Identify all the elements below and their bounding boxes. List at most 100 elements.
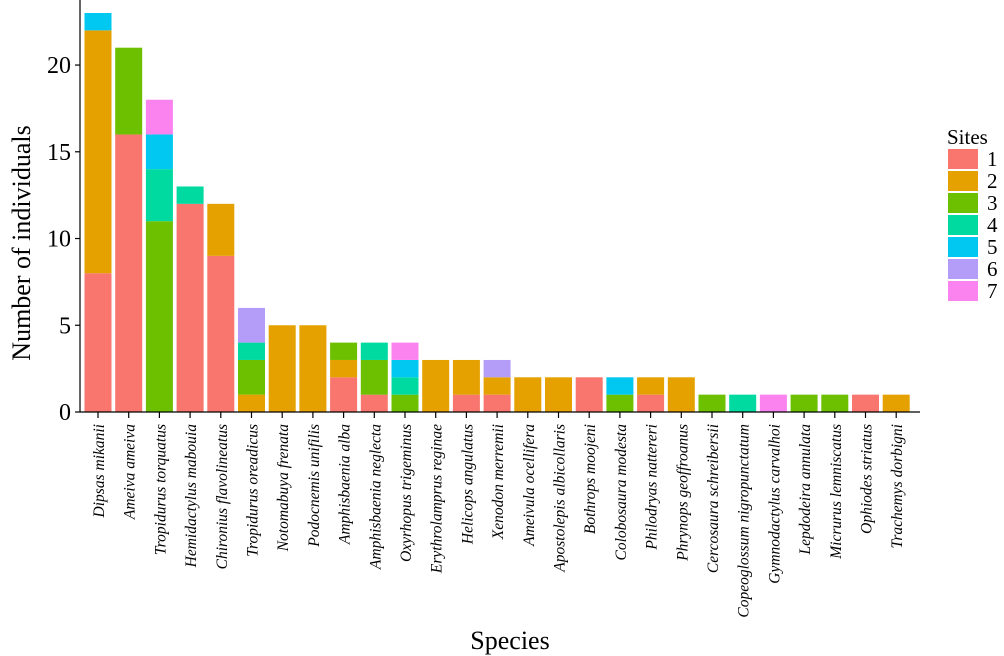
bar-segment-site-2 xyxy=(452,359,480,395)
bar-segment-site-2 xyxy=(637,377,665,395)
bar-segment-site-2 xyxy=(514,377,542,412)
legend-swatch-1 xyxy=(948,149,978,169)
bar-segment-site-2 xyxy=(330,359,358,378)
x-tick-label: Erythrolamprus reginae xyxy=(429,424,446,574)
bar-segment-site-2 xyxy=(667,377,695,412)
x-tick-label: Cercosaura schreibersii xyxy=(705,424,722,573)
bar-segment-site-1 xyxy=(207,255,235,412)
bar-segment-site-4 xyxy=(391,377,419,395)
legend-title: Sites xyxy=(947,125,988,149)
x-tick-label: Ameivula ocellifera xyxy=(521,424,538,547)
x-tick-label: Amphisbaenia alba xyxy=(337,424,354,545)
legend-swatch-6 xyxy=(948,259,978,279)
bar-segment-site-3 xyxy=(360,359,388,395)
y-axis: 0 5 10 15 20 xyxy=(47,0,81,426)
x-tick-label: Colobosaura modesta xyxy=(613,424,630,561)
bar-segment-site-2 xyxy=(422,359,450,412)
bar-segment-site-3 xyxy=(606,394,634,412)
y-tick-label: 15 xyxy=(47,140,71,166)
legend-label-3: 3 xyxy=(987,191,998,215)
legend-swatch-3 xyxy=(948,193,978,213)
legend-swatch-7 xyxy=(948,281,978,301)
bar-segment-site-1 xyxy=(176,203,204,412)
bar-segment-site-4 xyxy=(176,186,204,204)
x-tick-label: Helicops angulatus xyxy=(459,424,476,545)
legend-swatch-2 xyxy=(948,171,978,191)
bar-segment-site-3 xyxy=(115,47,143,135)
bar-segment-site-2 xyxy=(299,325,327,412)
x-tick-label: Phrynops geoffroanus xyxy=(674,424,691,562)
x-tick-label: Xenodon merremii xyxy=(490,424,507,540)
bar-segment-site-7 xyxy=(759,394,787,412)
bar-segment-site-1 xyxy=(452,394,480,412)
legend-label-4: 4 xyxy=(987,213,998,237)
x-tick-label: Apostolepis albicollaris xyxy=(552,424,569,573)
bar-segment-site-2 xyxy=(207,203,235,256)
legend-swatch-4 xyxy=(948,215,978,235)
bar-segment-site-3 xyxy=(391,394,419,412)
x-tick-label: Amphisbaenia neglecta xyxy=(367,424,384,570)
bar-segment-site-1 xyxy=(330,377,358,412)
bar-segment-site-5 xyxy=(145,134,173,170)
bar-segment-site-1 xyxy=(637,394,665,412)
x-tick-label: Hemidactylus mabouia xyxy=(183,424,200,569)
x-tick-label: Ophiodes striatus xyxy=(859,424,876,534)
bar-segment-site-6 xyxy=(483,359,511,378)
bar-segment-site-6 xyxy=(238,307,265,343)
x-axis-title: Species xyxy=(470,626,549,655)
bar-segment-site-1 xyxy=(483,394,511,412)
bar-segment-site-7 xyxy=(145,99,173,135)
x-tick-label: Dipsas mikanii xyxy=(91,424,108,518)
y-tick-label: 20 xyxy=(47,53,71,79)
bar-segment-site-1 xyxy=(84,273,112,412)
bars-layer xyxy=(84,13,910,412)
bar-segment-site-1 xyxy=(360,394,388,412)
bar-segment-site-3 xyxy=(330,342,358,360)
x-tick-label: Copeoglossum nigropunctatum xyxy=(736,424,753,618)
legend-swatch-5 xyxy=(948,237,978,257)
bar-segment-site-2 xyxy=(483,377,511,395)
bar-segment-site-5 xyxy=(84,13,112,31)
x-tick-label: Chironius flavolineatus xyxy=(214,424,231,569)
bar-segment-site-7 xyxy=(391,342,419,360)
bar-segment-site-4 xyxy=(145,169,173,222)
x-tick-label: Notomabuya frenata xyxy=(275,424,292,553)
x-axis: Dipsas mikanii Ameiva ameiva Tropidurus to… xyxy=(80,411,920,618)
bar-segment-site-3 xyxy=(145,221,173,412)
y-tick-label: 0 xyxy=(59,400,71,426)
x-tick-label: Podocnemis unifilis xyxy=(306,424,323,548)
bar-segment-site-3 xyxy=(790,394,818,412)
legend-label-5: 5 xyxy=(987,235,998,259)
bar-segment-site-2 xyxy=(545,377,572,412)
y-tick-label: 5 xyxy=(59,313,71,339)
bar-segment-site-5 xyxy=(606,377,634,395)
x-tick-label: Philodryas nattereri xyxy=(644,424,661,551)
x-tick-label: Lepdodeira annulata xyxy=(797,424,814,556)
bar-segment-site-4 xyxy=(360,342,388,360)
x-tick-label: Oxyrhopus trigeminus xyxy=(398,424,415,562)
bar-segment-site-2 xyxy=(84,30,112,274)
y-axis-title: Number of individuals xyxy=(7,125,36,360)
x-tick-label: Bothrops moojeni xyxy=(582,424,599,534)
legend-label-1: 1 xyxy=(987,147,998,171)
x-tick-label: Ameiva ameiva xyxy=(122,424,139,520)
x-tick-label: Tropidurus oreadicus xyxy=(245,424,262,557)
x-tick-label: Trachemys dorbigni xyxy=(889,424,906,548)
bar-segment-site-3 xyxy=(698,394,726,412)
bar-segment-site-2 xyxy=(238,394,265,412)
y-tick-label: 10 xyxy=(47,227,71,253)
bar-segment-site-1 xyxy=(115,134,143,412)
x-tick-label: Micrurus lemniscatus xyxy=(828,424,845,560)
bar-segment-site-1 xyxy=(852,394,879,412)
x-tick-label: Tropidurus torquatus xyxy=(152,424,169,555)
legend-label-2: 2 xyxy=(987,169,998,193)
bar-segment-site-2 xyxy=(268,325,296,412)
bar-segment-site-2 xyxy=(882,394,910,412)
bar-segment-site-4 xyxy=(729,394,757,412)
legend-label-7: 7 xyxy=(987,279,998,303)
x-tick-label: Gymnodactylus carvalhoi xyxy=(766,424,783,584)
bar-segment-site-1 xyxy=(575,377,603,412)
bar-segment-site-3 xyxy=(238,359,265,395)
